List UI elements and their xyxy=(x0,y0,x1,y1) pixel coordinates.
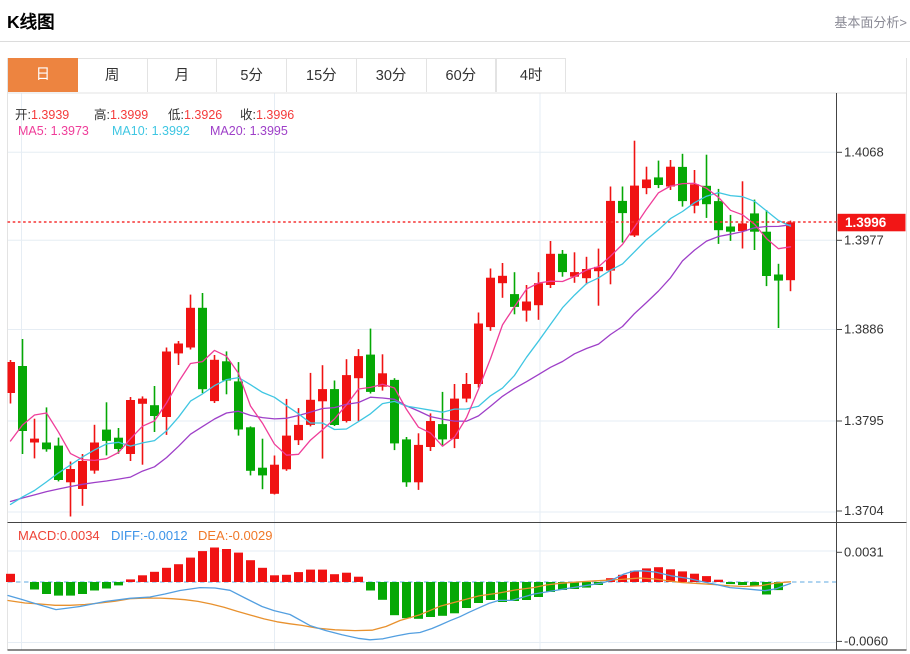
svg-text:1.3795: 1.3795 xyxy=(844,413,884,428)
svg-text:-0.0060: -0.0060 xyxy=(844,634,888,649)
svg-text:0.0031: 0.0031 xyxy=(844,545,884,560)
svg-text:1.3886: 1.3886 xyxy=(844,322,884,337)
svg-text:1.3977: 1.3977 xyxy=(844,233,884,248)
svg-text:1.3704: 1.3704 xyxy=(844,503,884,518)
svg-text:1.4068: 1.4068 xyxy=(844,145,884,160)
svg-text:1.3996: 1.3996 xyxy=(845,215,887,230)
